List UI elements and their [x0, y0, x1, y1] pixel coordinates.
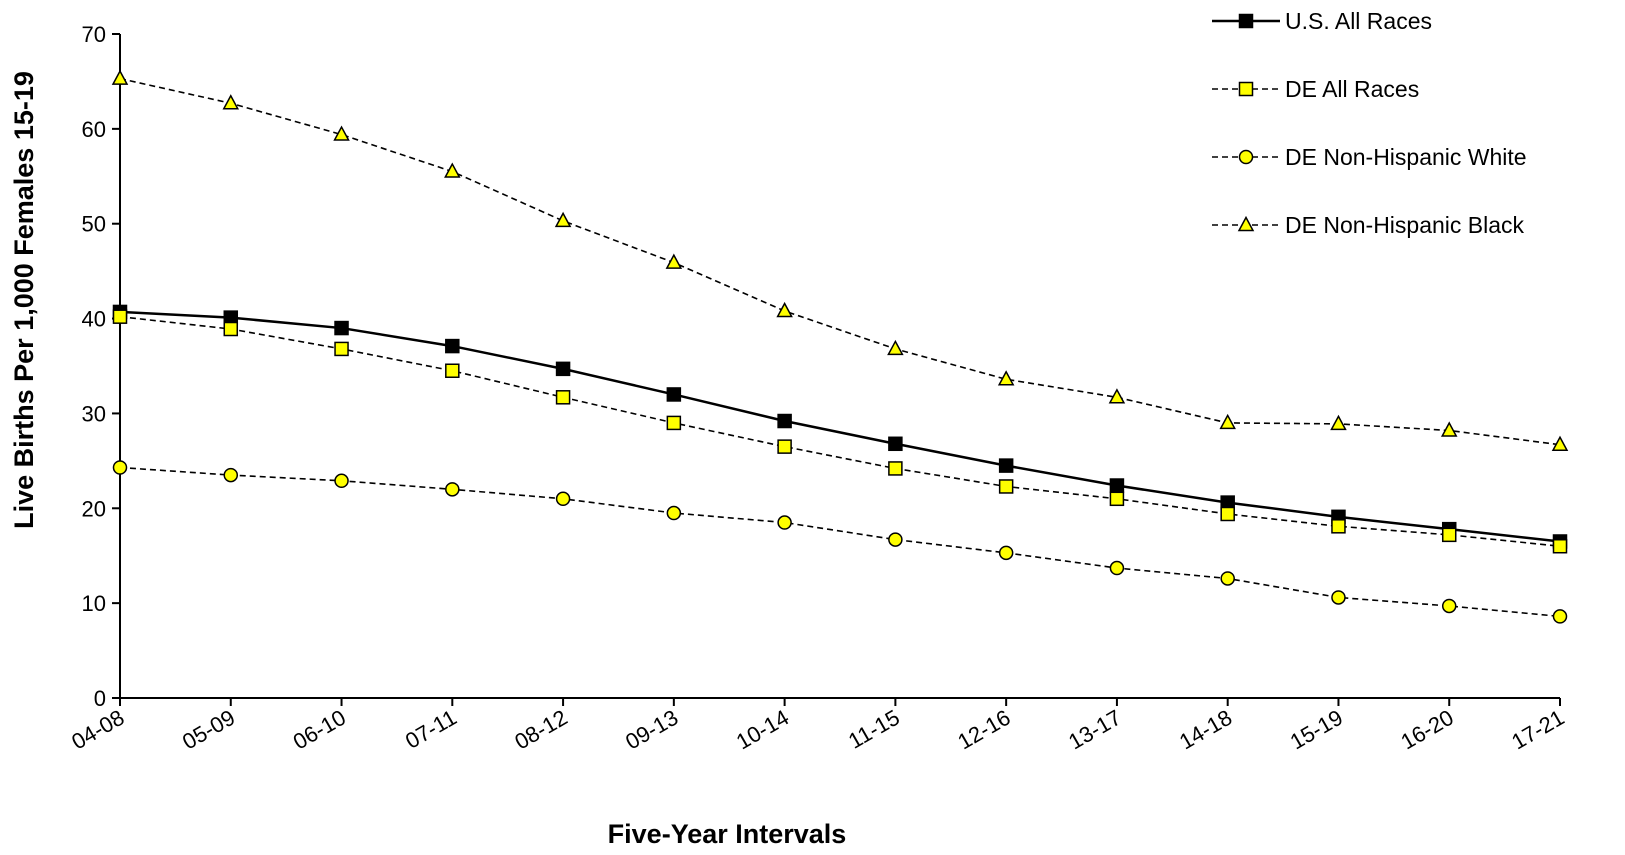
data-point — [998, 545, 1014, 561]
y-tick-label: 30 — [82, 401, 106, 426]
y-axis-label: Live Births Per 1,000 Females 15-19 — [9, 71, 39, 529]
x-axis-label: Five-Year Intervals — [608, 819, 847, 849]
x-tick-label: 16-20 — [1396, 705, 1457, 755]
data-point — [1441, 527, 1457, 543]
data-point — [1331, 519, 1346, 534]
data-point — [666, 387, 682, 402]
data-point — [777, 515, 792, 530]
data-point — [1109, 491, 1125, 507]
data-point — [887, 339, 904, 356]
data-point — [1220, 506, 1235, 522]
data-point — [112, 460, 128, 475]
data-point — [666, 505, 682, 521]
legend-label: U.S. All Races — [1285, 8, 1432, 34]
data-point — [1331, 590, 1346, 605]
x-axis-ticks: 04-08 05-09 06-10 07-11 08-12 09-13 10-14 11-15… — [67, 698, 1569, 755]
data-point — [998, 479, 1014, 494]
x-tick-label: 07-11 — [401, 705, 461, 754]
x-tick-label: 06-10 — [289, 705, 350, 755]
data-point — [554, 211, 572, 228]
data-point — [222, 94, 240, 110]
legend-marker — [1238, 81, 1254, 97]
data-point — [1108, 388, 1126, 404]
legend-label: DE Non-Hispanic White — [1285, 144, 1527, 170]
data-point — [334, 473, 349, 489]
data-point — [223, 467, 239, 483]
data-point — [888, 532, 903, 547]
data-point — [111, 69, 129, 85]
series-4 — [111, 69, 1569, 451]
data-point — [555, 390, 571, 405]
x-tick-label: 15-19 — [1286, 705, 1347, 755]
legend: U.S. All Races DE All Races DE Non-Hispani… — [1212, 8, 1527, 238]
y-tick-label: 0 — [94, 686, 106, 711]
data-point — [1551, 435, 1569, 451]
series-1 — [112, 304, 1568, 549]
y-tick-label: 50 — [82, 212, 106, 237]
legend-label: DE All Races — [1285, 76, 1419, 102]
x-tick-label: 17-21 — [1507, 705, 1568, 755]
legend-marker — [1237, 215, 1255, 232]
data-point — [1109, 478, 1125, 493]
legend-marker — [1238, 149, 1254, 165]
x-tick-label: 08-12 — [510, 705, 571, 755]
data-point — [776, 301, 793, 318]
x-tick-label: 04-08 — [67, 705, 128, 755]
data-point — [888, 436, 903, 452]
x-tick-label: 11-15 — [844, 705, 904, 754]
data-point — [1330, 414, 1347, 431]
data-point — [445, 363, 460, 378]
x-tick-label: 09-13 — [621, 705, 682, 755]
data-point — [444, 162, 461, 178]
x-tick-label: 13-17 — [1064, 705, 1125, 755]
data-point — [1109, 560, 1125, 576]
data-point — [665, 253, 683, 269]
data-point — [777, 439, 792, 454]
data-point — [223, 321, 239, 337]
legend-label: DE Non-Hispanic Black — [1285, 212, 1525, 238]
data-point — [998, 458, 1014, 473]
x-tick-label: 05-09 — [178, 705, 239, 755]
y-tick-label: 10 — [82, 591, 106, 616]
data-point — [333, 125, 350, 141]
y-tick-label: 60 — [82, 117, 106, 142]
data-point — [888, 461, 903, 476]
data-point — [1220, 571, 1235, 586]
data-point — [334, 341, 349, 357]
series-line — [119, 466, 1561, 618]
data-point — [555, 361, 571, 377]
data-point — [1552, 609, 1568, 624]
data-point — [666, 415, 682, 431]
data-point — [1440, 421, 1458, 437]
data-point — [334, 320, 349, 336]
series-line — [119, 315, 1561, 548]
data-point — [1219, 413, 1236, 430]
y-axis-ticks: 0 10 20 30 40 50 60 70 — [82, 22, 120, 711]
axes — [119, 34, 1560, 699]
series-2 — [112, 309, 1568, 554]
data-point — [997, 370, 1015, 386]
legend-marker — [1238, 13, 1254, 29]
series-line — [119, 77, 1561, 446]
data-point — [555, 491, 571, 507]
series-layer — [111, 69, 1569, 624]
y-tick-label: 40 — [82, 307, 106, 332]
series-line — [119, 310, 1561, 543]
data-point — [1552, 538, 1568, 554]
data-point — [1441, 598, 1457, 614]
x-tick-label: 14-18 — [1175, 705, 1236, 755]
data-point — [112, 309, 128, 324]
y-tick-label: 70 — [82, 22, 106, 47]
series-3 — [112, 460, 1568, 624]
y-tick-label: 20 — [82, 496, 106, 521]
x-tick-label: 12-16 — [953, 705, 1014, 755]
data-point — [445, 482, 460, 497]
x-tick-label: 10-14 — [732, 705, 793, 755]
data-point — [445, 338, 460, 354]
data-point — [777, 413, 792, 429]
